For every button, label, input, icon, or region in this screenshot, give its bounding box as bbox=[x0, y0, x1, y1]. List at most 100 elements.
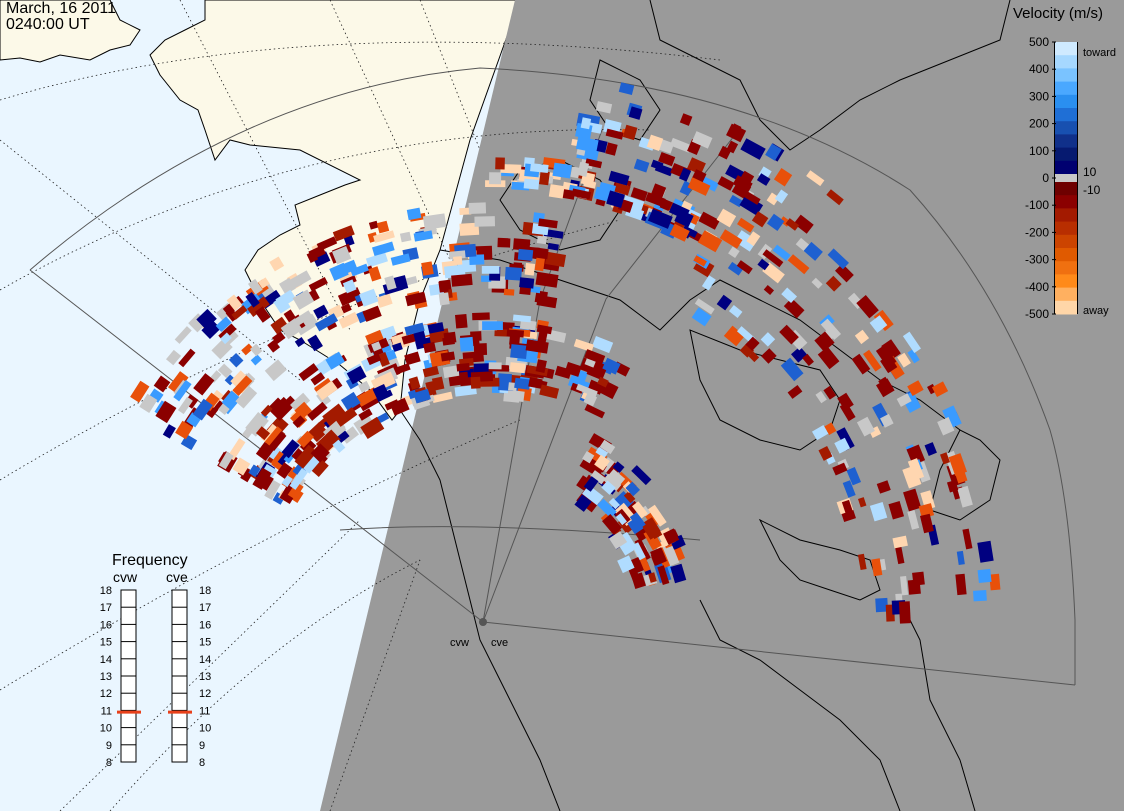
echo-cell bbox=[946, 480, 959, 493]
echo-cell bbox=[727, 261, 743, 276]
echo-cell bbox=[582, 451, 595, 464]
echo-cell bbox=[595, 446, 609, 459]
colorbar-cell bbox=[1055, 55, 1077, 69]
echo-cell bbox=[613, 182, 631, 196]
echo-cell bbox=[691, 131, 713, 149]
echo-cell bbox=[650, 550, 667, 566]
echo-cell bbox=[308, 276, 328, 292]
echo-cell bbox=[617, 555, 635, 574]
echo-cell bbox=[373, 230, 395, 243]
colorbar-zero-band bbox=[1055, 174, 1077, 182]
echo-cell bbox=[312, 251, 331, 267]
colorbar-cell bbox=[1055, 108, 1077, 122]
frequency-tick-left: 8 bbox=[106, 757, 112, 769]
echo-cell bbox=[440, 351, 456, 362]
echo-cell bbox=[746, 231, 761, 247]
colorbar-cell bbox=[1055, 121, 1077, 135]
echo-cell bbox=[814, 331, 835, 352]
colorbar-cell bbox=[1055, 208, 1077, 223]
echo-cell bbox=[607, 468, 626, 487]
echo-cell bbox=[580, 117, 592, 130]
echo-cell bbox=[613, 491, 634, 511]
echo-cell bbox=[538, 218, 558, 229]
alaska-land bbox=[149, 0, 521, 421]
echo-cell bbox=[250, 354, 262, 366]
echo-cell bbox=[650, 159, 664, 171]
frequency-tick-left: 11 bbox=[101, 705, 112, 717]
echo-cell bbox=[740, 138, 766, 160]
echo-cell bbox=[615, 513, 627, 526]
echo-cell bbox=[421, 261, 434, 276]
echo-cell bbox=[602, 357, 621, 375]
echo-cell bbox=[577, 161, 590, 177]
echo-cell bbox=[869, 502, 888, 522]
echo-cell bbox=[631, 465, 652, 486]
echo-cell bbox=[629, 512, 646, 530]
echo-cell bbox=[340, 391, 361, 411]
echo-cell bbox=[360, 416, 385, 440]
time-title: 0240:00 UT bbox=[6, 16, 90, 33]
echo-cell bbox=[267, 430, 287, 452]
echo-cell bbox=[621, 195, 645, 213]
echo-cell bbox=[365, 252, 388, 268]
echo-cell bbox=[495, 157, 505, 170]
echo-cell bbox=[582, 485, 604, 506]
echo-cell bbox=[310, 443, 330, 463]
frequency-tick-right: 17 bbox=[199, 602, 211, 614]
echo-cell bbox=[280, 318, 303, 340]
echo-cell bbox=[254, 306, 271, 323]
echo-cell bbox=[275, 289, 297, 309]
echo-cell bbox=[633, 158, 650, 173]
echo-cell bbox=[897, 352, 911, 368]
colorbar-toward-label: toward bbox=[1083, 47, 1116, 59]
echo-cell bbox=[594, 454, 610, 471]
echo-cell bbox=[766, 192, 780, 206]
echo-cell bbox=[583, 476, 599, 492]
echo-cell bbox=[781, 287, 798, 304]
echo-cell bbox=[630, 187, 648, 202]
echo-cell bbox=[779, 324, 799, 345]
echo-cell bbox=[863, 349, 882, 372]
echo-cell bbox=[625, 481, 641, 497]
echo-cell bbox=[674, 209, 694, 228]
echo-cell bbox=[875, 597, 889, 613]
colorbar-cell bbox=[1055, 221, 1077, 236]
echo-cell bbox=[350, 263, 369, 277]
echo-cell bbox=[645, 192, 666, 208]
frequency-tick-right: 10 bbox=[199, 723, 211, 735]
echo-cell bbox=[281, 439, 300, 459]
echo-cell bbox=[297, 430, 315, 448]
echo-cell bbox=[834, 437, 851, 454]
echo-cell bbox=[235, 385, 258, 409]
echo-cell bbox=[346, 365, 367, 385]
echo-cell bbox=[260, 404, 273, 417]
echo-cell bbox=[267, 339, 281, 353]
echo-cell bbox=[241, 343, 254, 356]
echo-cell bbox=[647, 208, 673, 229]
echo-cell bbox=[519, 319, 537, 331]
echo-cell bbox=[294, 444, 318, 469]
echo-cell bbox=[517, 248, 534, 261]
echo-cell bbox=[601, 480, 616, 495]
echo-cell bbox=[931, 381, 949, 397]
echo-cell bbox=[283, 451, 296, 464]
colorbar-cell bbox=[1055, 248, 1077, 262]
echo-cell bbox=[509, 362, 526, 374]
echo-cell bbox=[390, 253, 411, 266]
echo-cell bbox=[325, 351, 345, 370]
colorbar-cell bbox=[1055, 68, 1077, 83]
echo-cell bbox=[791, 346, 808, 363]
echo-cell bbox=[469, 254, 485, 265]
echo-cell bbox=[841, 499, 854, 516]
echo-cell bbox=[846, 466, 862, 486]
echo-cell bbox=[357, 380, 371, 393]
echo-cell bbox=[723, 325, 745, 347]
echo-cell bbox=[898, 601, 911, 624]
echo-cell bbox=[342, 279, 357, 294]
echo-cell bbox=[358, 408, 373, 421]
velocity-legend-title: Velocity (m/s) bbox=[1013, 5, 1104, 22]
echo-cell bbox=[392, 275, 409, 292]
echo-cell bbox=[472, 312, 490, 321]
echo-cell bbox=[310, 372, 326, 386]
